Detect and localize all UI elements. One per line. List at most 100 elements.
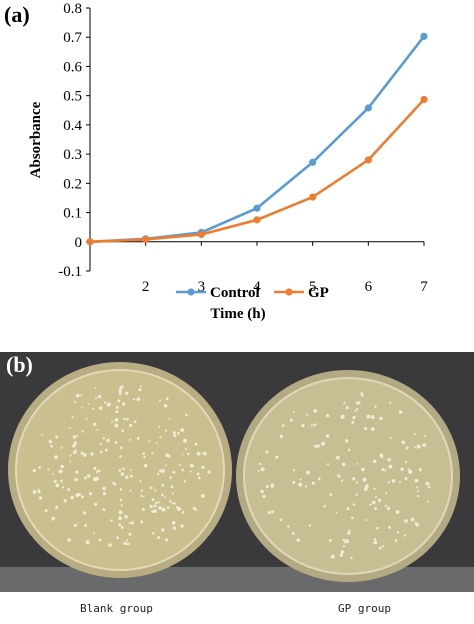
colony-dot <box>55 435 59 439</box>
colony-dot <box>95 396 98 399</box>
chart-legend: Control GP <box>176 285 329 301</box>
colony-dot <box>316 444 320 448</box>
colony-dot <box>394 539 398 542</box>
colony-dot <box>292 410 295 413</box>
y-tick-label: 0.2 <box>63 176 82 192</box>
colony-dot <box>140 494 143 498</box>
colony-dot <box>325 413 330 418</box>
data-point-gp <box>253 216 261 224</box>
colony-dot <box>99 450 103 454</box>
colony-dot <box>118 523 122 527</box>
colony-dot <box>126 418 129 421</box>
colony-dot <box>96 428 99 431</box>
colony-dot <box>343 545 346 548</box>
colony-dot <box>313 444 317 448</box>
colony-dot <box>151 451 154 455</box>
colony-dot <box>372 500 376 505</box>
colony-dot <box>75 393 80 398</box>
colony-dot <box>328 539 332 543</box>
colony-dot <box>207 470 211 474</box>
colony-dot <box>142 452 145 455</box>
colony-dot <box>313 409 318 413</box>
colony-dot <box>404 461 408 464</box>
colony-dot <box>340 550 345 554</box>
colony-dot <box>98 538 102 542</box>
colony-dot <box>413 446 416 449</box>
colony-dot <box>352 503 355 506</box>
colony-dot <box>121 429 124 432</box>
colony-dot <box>372 459 377 464</box>
colony-dot <box>120 472 125 476</box>
colony-dot <box>414 432 416 435</box>
colony-dot <box>158 425 161 428</box>
colony-dot <box>125 475 129 479</box>
colony-dot <box>404 477 408 481</box>
colony-dot <box>408 469 413 474</box>
colony-dot <box>371 427 375 431</box>
colony-dot <box>170 485 174 489</box>
colony-dot <box>351 516 354 520</box>
colony-dot <box>399 480 402 484</box>
colony-dot <box>387 525 391 529</box>
colony-dot <box>194 442 198 446</box>
colony-dot <box>125 515 128 519</box>
colony-dot <box>32 468 36 473</box>
colony-dot <box>281 424 285 428</box>
colony-dot <box>48 440 53 444</box>
colony-dot <box>341 479 344 482</box>
gp-group-dish <box>236 370 460 582</box>
colony-dot <box>60 479 63 483</box>
colony-dot <box>292 469 295 472</box>
colony-dot <box>171 521 176 525</box>
colony-dot <box>418 468 422 472</box>
colony-dot <box>80 495 84 499</box>
colony-dot <box>348 529 351 532</box>
colony-dot <box>410 517 415 522</box>
colony-dot <box>154 489 157 492</box>
colony-dot <box>160 493 164 497</box>
colony-dot <box>373 540 378 545</box>
y-tick-label: 0.5 <box>63 89 82 105</box>
colony-dot <box>173 502 176 505</box>
colony-dot <box>258 462 262 466</box>
colony-dot <box>60 446 63 449</box>
colony-dot <box>161 528 165 532</box>
x-tick-label: 2 <box>142 279 150 295</box>
gp-group-colonies <box>257 392 431 560</box>
colony-dot <box>362 477 367 482</box>
colony-dot <box>141 507 145 511</box>
colony-dot <box>69 454 72 457</box>
colony-dot <box>306 413 309 416</box>
colony-dot <box>260 491 264 494</box>
blank-group-dish <box>8 362 232 578</box>
colony-dot <box>163 404 168 408</box>
colony-dot <box>152 532 155 535</box>
colony-dot <box>417 495 420 498</box>
colony-dot <box>80 451 84 455</box>
colony-dot <box>102 508 106 512</box>
colony-dot <box>80 406 83 409</box>
colony-dot <box>386 506 391 510</box>
colony-dot <box>301 423 305 428</box>
colony-dot <box>330 554 335 559</box>
colony-dot <box>296 538 301 542</box>
colony-dot <box>97 394 102 399</box>
colony-dot <box>200 493 205 498</box>
data-point-control <box>420 32 428 40</box>
colony-dot <box>72 450 77 455</box>
colony-dot <box>133 420 137 424</box>
colony-dot <box>192 506 196 510</box>
colony-dot <box>102 491 107 496</box>
colony-dot <box>119 498 123 502</box>
data-point-control <box>253 204 261 212</box>
colony-dot <box>168 417 171 420</box>
colony-dot <box>53 479 57 483</box>
colony-dot <box>103 401 107 404</box>
colony-dot <box>291 531 295 535</box>
colony-dot <box>189 470 192 473</box>
data-point-control <box>309 158 317 166</box>
colony-dot <box>90 452 94 456</box>
colony-dot <box>114 441 118 444</box>
colony-dot <box>416 444 421 449</box>
colony-dot <box>323 505 326 508</box>
